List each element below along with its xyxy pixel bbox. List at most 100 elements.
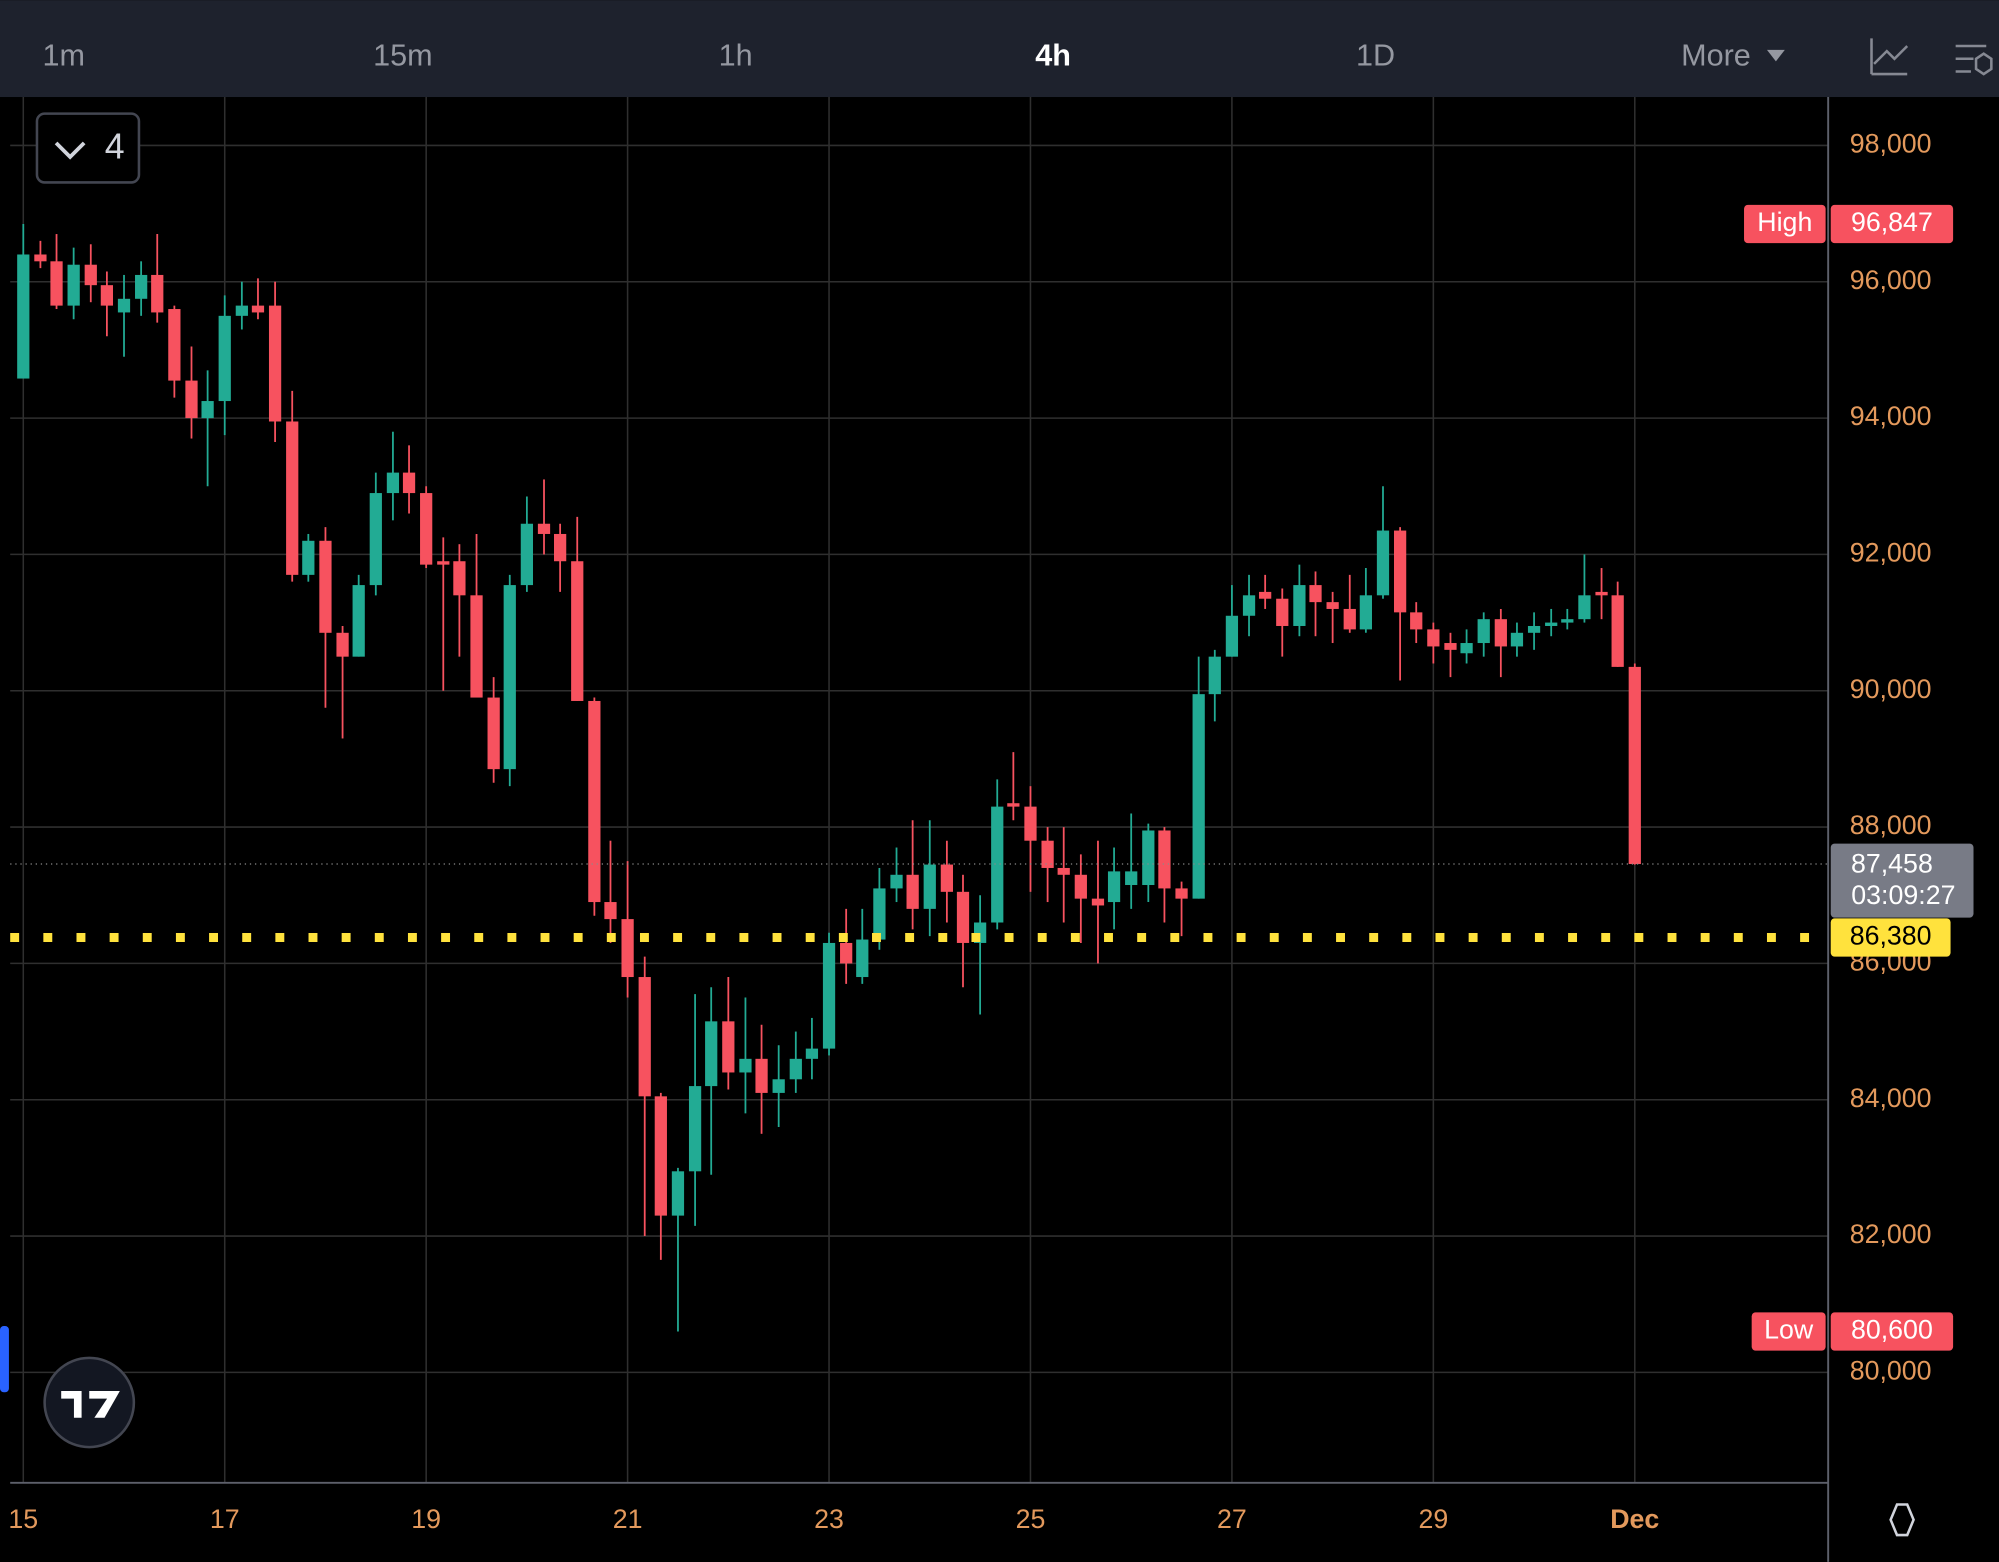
candle-body	[1460, 643, 1473, 654]
candle-body	[34, 254, 47, 262]
y-tick-label: 80,000	[1850, 1355, 1932, 1385]
candle-body	[1242, 595, 1256, 616]
candle-body	[1041, 840, 1054, 868]
candle-body	[117, 298, 131, 313]
candle-body	[470, 595, 483, 698]
candle-body	[1494, 619, 1507, 647]
y-tick-label: 84,000	[1850, 1083, 1932, 1113]
candle-body	[487, 697, 500, 770]
axis-settings-icon[interactable]	[1889, 1503, 1915, 1537]
candle-body	[336, 632, 349, 657]
candle-body	[1057, 867, 1070, 875]
y-tick-label: 94,000	[1850, 401, 1932, 431]
timeframe-tab[interactable]: More	[1681, 39, 1751, 73]
indicators-icon[interactable]	[1870, 38, 1909, 76]
candle-body	[251, 305, 265, 313]
y-tick-label: 88,000	[1850, 810, 1932, 840]
candle-body	[688, 1086, 702, 1172]
y-tick-label: 92,000	[1850, 537, 1932, 567]
x-tick-label: 27	[1217, 1504, 1247, 1534]
candle-body	[1293, 585, 1306, 626]
candle-body	[638, 977, 651, 1097]
candle-body	[1477, 619, 1490, 644]
candle-body	[1393, 530, 1407, 613]
candle-body	[235, 305, 248, 316]
timeframe-tab[interactable]: 4h	[1035, 39, 1071, 73]
candle-body	[84, 264, 97, 286]
candle-body	[722, 1021, 735, 1073]
candle-body	[1628, 666, 1641, 865]
settings-icon[interactable]	[1955, 44, 1993, 76]
timeframe-tab[interactable]: 1m	[43, 39, 85, 73]
candle-body	[755, 1058, 768, 1093]
x-tick-label: 21	[613, 1504, 643, 1534]
candle-body	[1192, 694, 1205, 899]
candle-body	[302, 540, 315, 575]
candle-body	[268, 305, 282, 422]
low-value-box	[1830, 1312, 1954, 1351]
candle-body	[588, 700, 601, 903]
candle-body	[1125, 871, 1138, 886]
candle-body	[1259, 591, 1272, 599]
candle-body	[906, 874, 919, 909]
candle-body	[402, 472, 416, 494]
candle-body	[1359, 595, 1372, 630]
candle-body	[100, 285, 114, 306]
candle-body	[67, 264, 80, 306]
candle-body	[135, 274, 148, 299]
candle-body	[789, 1058, 802, 1080]
candle-body	[1410, 612, 1423, 630]
candle-body	[1007, 803, 1020, 807]
candle-body	[151, 274, 164, 313]
candle-body	[654, 1096, 667, 1216]
candle-body	[1326, 602, 1339, 609]
candle-body	[1158, 830, 1171, 889]
toggle-box	[35, 112, 141, 184]
low-label: Low	[1764, 1315, 1814, 1345]
candle-body	[873, 888, 886, 940]
candle-body	[1074, 874, 1087, 899]
candle-body	[352, 585, 365, 657]
logo-circle	[43, 1356, 136, 1449]
candle-body	[1527, 625, 1541, 633]
x-tick-label: Dec	[1610, 1504, 1659, 1534]
side-tab[interactable]	[0, 1326, 9, 1393]
candle-body	[554, 533, 567, 562]
candle-body	[822, 942, 836, 1049]
low-value: 80,600	[1851, 1315, 1933, 1345]
x-tick-label: 15	[8, 1504, 38, 1534]
candle-body	[369, 493, 382, 586]
alert-value-box	[1830, 918, 1951, 957]
low-label-box	[1751, 1312, 1826, 1351]
timeframe-tab[interactable]: 1h	[719, 39, 753, 73]
candle-body	[537, 523, 551, 534]
candle-body	[671, 1171, 685, 1216]
candle-body	[991, 806, 1004, 923]
x-tick-label: 25	[1016, 1504, 1046, 1534]
y-tick-label: 98,000	[1850, 129, 1932, 159]
y-tick-label: 90,000	[1850, 674, 1932, 704]
candle-body	[1427, 629, 1440, 647]
candle-body	[319, 540, 332, 633]
dropdown-arrow	[1766, 49, 1785, 62]
x-tick-label: 23	[814, 1504, 844, 1534]
timeframe-tab[interactable]: 1D	[1356, 39, 1395, 73]
tv-logo[interactable]	[43, 1356, 136, 1449]
candle-body	[1276, 598, 1289, 626]
candle-body	[1444, 643, 1457, 650]
candle-body	[168, 309, 181, 381]
candle-body	[386, 472, 400, 494]
candle-body	[1309, 585, 1322, 603]
alert-value: 86,380	[1850, 921, 1932, 951]
timeframe-tab[interactable]: 15m	[373, 39, 432, 73]
indicator-toggle[interactable]: 4	[35, 112, 141, 184]
candle-body	[218, 315, 231, 402]
candle-body	[50, 261, 63, 306]
candle-body	[503, 585, 516, 770]
candle-body	[604, 902, 617, 920]
y-tick-label: 82,000	[1850, 1219, 1932, 1249]
candle-body	[705, 1021, 718, 1087]
candle-body	[621, 919, 634, 978]
